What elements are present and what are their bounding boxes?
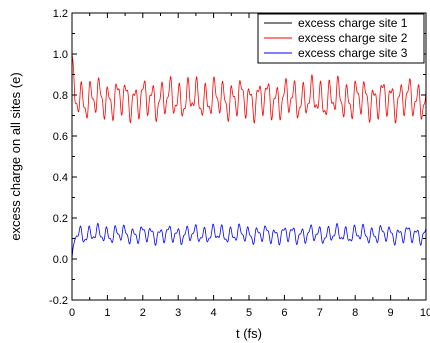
legend-label-3: excess charge site 3 xyxy=(298,46,408,60)
legend-label-2: excess charge site 2 xyxy=(298,31,408,45)
y-tick-label: 0.0 xyxy=(53,254,68,266)
y-tick-label: 0.8 xyxy=(53,90,68,102)
series-line-2 xyxy=(71,53,427,124)
x-tick-label: 4 xyxy=(211,307,217,319)
y-tick-label: 1.2 xyxy=(53,8,68,20)
x-tick-label: 3 xyxy=(175,307,181,319)
y-axis-label: excess charge on all sites (e) xyxy=(8,72,23,240)
series-line-3 xyxy=(71,222,427,260)
x-tick-label: 5 xyxy=(246,307,252,319)
y-tick-label: 0.6 xyxy=(53,131,68,143)
x-tick-label: 7 xyxy=(317,307,323,319)
series-layer xyxy=(71,53,427,260)
y-tick-label: 1.0 xyxy=(53,49,68,61)
x-axis-label: t (fs) xyxy=(236,326,262,341)
y-tick-label: -0.2 xyxy=(49,295,68,307)
x-tick-label: 0 xyxy=(69,307,75,319)
x-tick-label: 10 xyxy=(420,307,430,319)
x-tick-label: 6 xyxy=(281,307,287,319)
y-tick-label: 0.4 xyxy=(53,172,68,184)
legend-label-1: excess charge site 1 xyxy=(298,16,408,30)
y-tick-label: 0.2 xyxy=(53,213,68,225)
ticks-layer: 0 1 2 3 4 5 6 7 8 9 10 -0.2 0.0 0.2 0.4 0.6 0.8 1.0 1.2 xyxy=(49,8,430,319)
x-tick-label: 2 xyxy=(140,307,146,319)
x-tick-label: 1 xyxy=(104,307,110,319)
x-tick-label: 8 xyxy=(352,307,358,319)
x-tick-label: 9 xyxy=(388,307,394,319)
